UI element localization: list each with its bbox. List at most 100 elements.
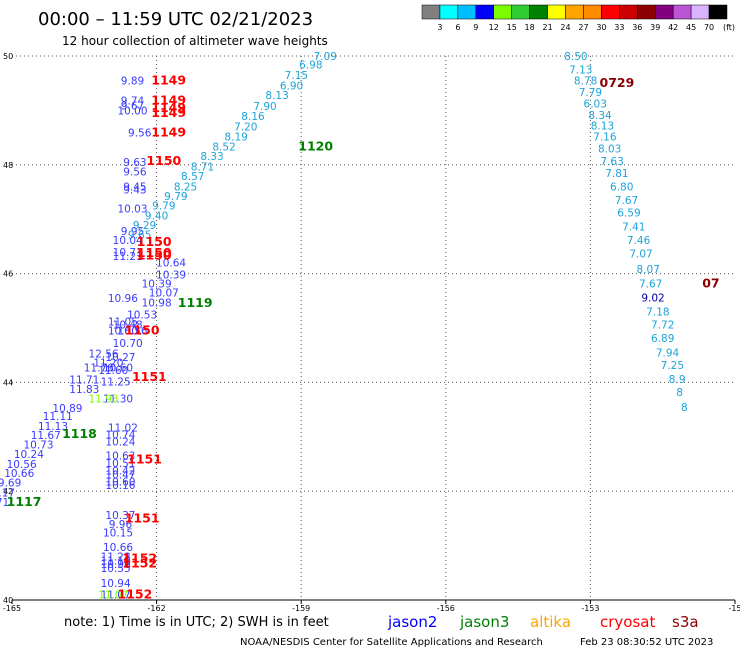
wave-height-value: 9.63 [123,157,146,169]
wave-height-value: 9.45 [123,182,146,194]
wave-height-value: 7.90 [253,101,276,113]
wave-height-value: 11.28 [101,551,131,563]
wave-height-value: 11.02 [108,423,138,435]
wave-height-value: 7.16 [593,132,617,144]
wave-height-value: 7.15 [285,70,308,82]
wave-height-value: 10.17 [0,487,15,499]
colorbar-swatch [475,4,495,20]
wave-height-value: 10.66 [103,542,133,554]
wave-height-value: 10.39 [142,278,172,290]
colorbar-swatch [511,4,530,20]
colorbar-tick-label: 30 [596,23,606,32]
wave-height-value: 10.66 [4,468,34,480]
wave-height-value: 9.40 [145,210,168,222]
pass-time-label: 1149 [151,100,186,115]
wave-height-value: 10.53 [127,309,157,321]
wave-height-value: 7.18 [646,307,669,319]
wave-height-value: 9.29 [133,220,156,232]
legend-item-jason3: jason3 [459,613,509,631]
wave-height-value: 7.07 [629,248,652,260]
wave-height-value: 9.69 [0,477,21,489]
wave-height-value: 10.03 [117,203,147,215]
pass-time-label: 1117 [7,494,42,509]
wave-height-value: 9.56 [123,166,147,178]
wave-height-values: 9.899.749.6710.009.569.639.569.459.4310.… [0,51,688,602]
wave-height-value: 9.67 [121,101,144,113]
pass-time-label: 1150 [137,248,172,263]
wave-height-value: 9.96 [109,519,133,531]
wave-height-value: 10.56 [117,326,147,338]
wave-height-value: 10.24 [14,449,44,461]
pass-time-label: 1150 [137,245,172,260]
wave-height-value: 9.65 [128,229,151,241]
wave-height-value: 10.37 [105,510,135,522]
colorbar-swatch [601,4,620,20]
colorbar-swatch [439,4,459,20]
wave-height-value: 8 [681,402,688,414]
wave-height-value: 11.76 [84,363,114,375]
wave-height-value: 6.03 [584,98,607,110]
wave-height-value: 10.73 [23,439,53,451]
note-text: note: 1) Time is in UTC; 2) SWH is in fe… [64,615,329,630]
x-axis-ticks: -165 -162 -159 -156 -153 -15 [3,604,740,613]
wave-height-value: 9.43 [123,184,146,196]
colorbar-swatch [421,4,441,20]
wave-height-value: 6.89 [651,333,674,345]
colorbar-tick-label: 21 [542,23,552,32]
colorbar-tick-label: 42 [668,23,678,32]
wave-height-value: 9.95 [121,226,144,238]
pass-time-label: 1149 [151,105,186,120]
wave-height-value: 8.71 [191,161,214,173]
wave-height-value: 7.94 [656,347,680,359]
wave-height-value: 10.24 [105,437,135,449]
colorbar-swatch [493,4,512,20]
colorbar-tick-label: 39 [650,23,660,32]
x-tick-label: -165 [3,604,21,613]
wave-height-value: 10.98 [142,297,172,309]
wave-height-value: 10.04 [113,235,143,247]
colorbar-swatch [690,4,710,20]
colorbar-swatch [619,4,638,20]
wave-height-value: 12.56 [89,349,119,361]
legend-item-altika: altika [530,613,571,631]
wave-height-value: 8.03 [598,143,621,155]
wave-height-value: 8 [676,387,683,399]
wave-height-value: 8.52 [212,141,235,153]
wave-height-value: 7.81 [605,168,628,180]
colorbar-tick-label: 18 [525,23,535,32]
wave-height-value: 11.67 [31,430,61,442]
wave-height-value: 11.25 [101,376,131,388]
credit-text: NOAA/NESDIS Center for Satellite Applica… [240,637,543,648]
wave-height-value: 10.51 [105,458,135,470]
wave-height-value: 8.9 [669,374,686,386]
x-tick-label: -15 [728,604,740,613]
colorbar-swatch [637,4,656,20]
wave-height-value: 11.60 [98,365,128,377]
satellite-legend: jason2 jason3 altika cryosat s3a [387,613,699,631]
pass-time-label: 1151 [132,369,167,384]
wave-height-value: 10.16 [105,480,135,492]
wave-height-value: 8.50 [564,51,587,63]
wave-height-value: 10.96 [108,293,138,305]
wave-height-value: 10.64 [156,258,186,270]
y-tick-label: 48 [3,161,13,170]
wave-height-value: 8.34 [588,110,612,122]
wave-height-value: 8.25 [174,182,197,194]
wave-height-value: 10.15 [103,528,133,540]
wave-height-value: 8.13 [265,90,288,102]
legend-item-s3a: s3a [672,613,699,631]
wave-height-value: 9.02 [641,293,664,305]
wave-height-value: 8.78 [574,75,597,87]
wave-height-value: 7.25 [661,360,684,372]
pass-time-label: 1118 [62,426,97,441]
wave-height-value: 8.07 [637,264,660,276]
wave-height-value: 10.07 [149,288,179,300]
wave-height-value: 7.46 [627,235,651,247]
y-tick-label: 44 [3,378,13,387]
wave-height-value: 11.07 [98,590,128,602]
colorbar-tick-label: 33 [614,23,624,32]
wave-height-value: 7.79 [579,87,602,99]
pass-time-label: 1151 [125,510,160,525]
wave-height-value: 10.94 [101,578,131,590]
colorbar: 3 6 9 12 15 18 21 24 27 30 33 36 39 42 45 70 (ft) [421,4,735,32]
